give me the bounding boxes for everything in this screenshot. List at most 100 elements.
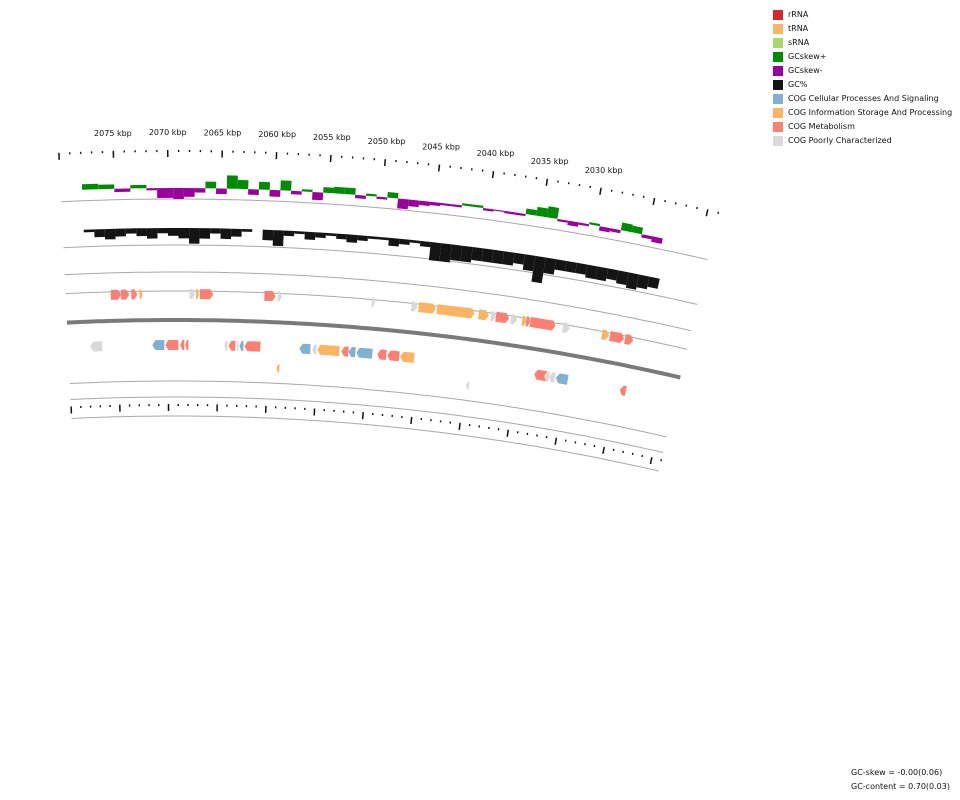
legend-label: GCskew- (788, 66, 823, 75)
gc-content-bar (367, 236, 379, 240)
gc-skew-bar (578, 222, 590, 227)
gc-skew-bar (323, 187, 335, 194)
feature-arrow-forward (609, 331, 624, 343)
inner-tick-track (70, 404, 663, 465)
gc-skew-bar (366, 193, 377, 197)
gc-skew-bar (387, 192, 399, 199)
gc-content-bar (554, 259, 567, 272)
gc-content-bar (419, 240, 431, 248)
gc-skew-bar (482, 208, 494, 212)
gc-content-bar (262, 229, 274, 241)
major-tick (383, 159, 387, 167)
gc-content-bar (543, 257, 557, 275)
gc-content-bar (636, 274, 650, 290)
gc-skew-bar (248, 189, 259, 195)
gc-content-bar (625, 272, 640, 290)
feature-arrow-reverse (312, 344, 317, 355)
inner-major-tick (649, 457, 653, 465)
gc-skew-bar (258, 181, 270, 190)
feature-arrow-reverse (534, 369, 548, 382)
legend-swatch (773, 52, 783, 62)
feature-arrow-forward (131, 289, 138, 300)
gc-content-bar (325, 232, 337, 237)
gc-skew-bar (589, 222, 601, 227)
legend-label: COG Metabolism (788, 122, 855, 131)
backbone (66, 318, 681, 380)
legend-swatch (773, 80, 783, 90)
feature-arrow-reverse (317, 344, 340, 357)
gc-skew-bar (237, 180, 249, 190)
gc-skew-bar (451, 204, 462, 208)
major-tick (545, 178, 549, 186)
tick-label: 2030 kbp (585, 166, 623, 175)
feature-arrow-reverse (544, 371, 550, 382)
cog-feature-track (90, 289, 634, 396)
inner-major-tick (506, 429, 510, 437)
gc-skew-bar (194, 188, 206, 193)
major-tick (705, 209, 709, 217)
gc-skew-bar (641, 234, 653, 240)
gc-content-bar (409, 239, 421, 244)
feature-arrow-forward (411, 301, 418, 312)
outer-tick-track: 2075 kbp 2070 kbp 2065 kbp 2060 kbp 2055 kbp… (58, 128, 720, 217)
gc-content-bar (136, 228, 147, 237)
legend-swatch (773, 122, 783, 132)
gc-content-bar (168, 228, 179, 236)
gc-content-bar (241, 229, 253, 232)
gc-content-bar (647, 276, 660, 289)
gc-content-bar (304, 231, 316, 240)
gc-content-bar (115, 228, 126, 237)
gc-content-track (83, 228, 660, 290)
gc-skew-bar (472, 204, 484, 208)
feature-arrow-reverse (224, 340, 228, 351)
gc-content-bar (616, 270, 629, 286)
gc-skew-bar (514, 212, 526, 217)
gc-content-bar (336, 233, 347, 240)
track-ring (70, 396, 664, 453)
gc-content-bar (471, 247, 484, 262)
gc-skew-bar (157, 188, 174, 198)
feature-arrow-reverse (236, 340, 239, 351)
feature-arrow-reverse (549, 372, 556, 383)
feature-arrow-reverse (377, 349, 387, 360)
gc-content-bar (189, 228, 200, 244)
gc-skew-bar (408, 199, 420, 208)
gc-skew-bar (493, 209, 505, 212)
gc-content-bar (220, 228, 232, 240)
feature-arrow-forward (495, 311, 509, 324)
gc-content-bar (585, 264, 598, 280)
gc-content-bar (315, 232, 326, 239)
gc-skew-bar (609, 228, 621, 234)
feature-arrow-reverse (185, 340, 189, 350)
tick-label: 2075 kbp (94, 129, 132, 138)
gc-content-bar (378, 236, 389, 241)
feature-arrow-forward (195, 289, 199, 300)
gc-skew-bar (504, 210, 516, 215)
gc-content-bar (157, 228, 168, 234)
track-ring (63, 244, 698, 305)
feature-arrow-reverse (348, 347, 356, 358)
gc-content-bar (357, 235, 368, 242)
tick-label: 2035 kbp (531, 157, 569, 166)
minor-tick (685, 204, 688, 207)
inner-major-tick (410, 416, 413, 424)
tick-label: 2045 kbp (422, 143, 460, 152)
gc-content-bar (513, 252, 525, 265)
gc-content-bar (439, 243, 452, 263)
gc-skew-bar (216, 188, 227, 195)
gc-skew-bar (301, 189, 313, 192)
gc-skew-bar (546, 206, 560, 219)
track-ring (71, 415, 659, 472)
gc-content-bar (606, 268, 619, 281)
legend-label: sRNA (788, 38, 810, 47)
feature-arrow-forward (601, 329, 609, 341)
feature-arrow-reverse (228, 340, 236, 351)
track-ring (69, 380, 667, 438)
gc-content-bar (83, 229, 95, 233)
gc-content-bar (104, 228, 116, 240)
gc-content-bar (178, 228, 190, 239)
gc-content-bar (210, 228, 221, 234)
gc-content-bar (522, 254, 536, 272)
legend-swatch (773, 10, 783, 20)
gc-skew-bar (525, 208, 538, 216)
